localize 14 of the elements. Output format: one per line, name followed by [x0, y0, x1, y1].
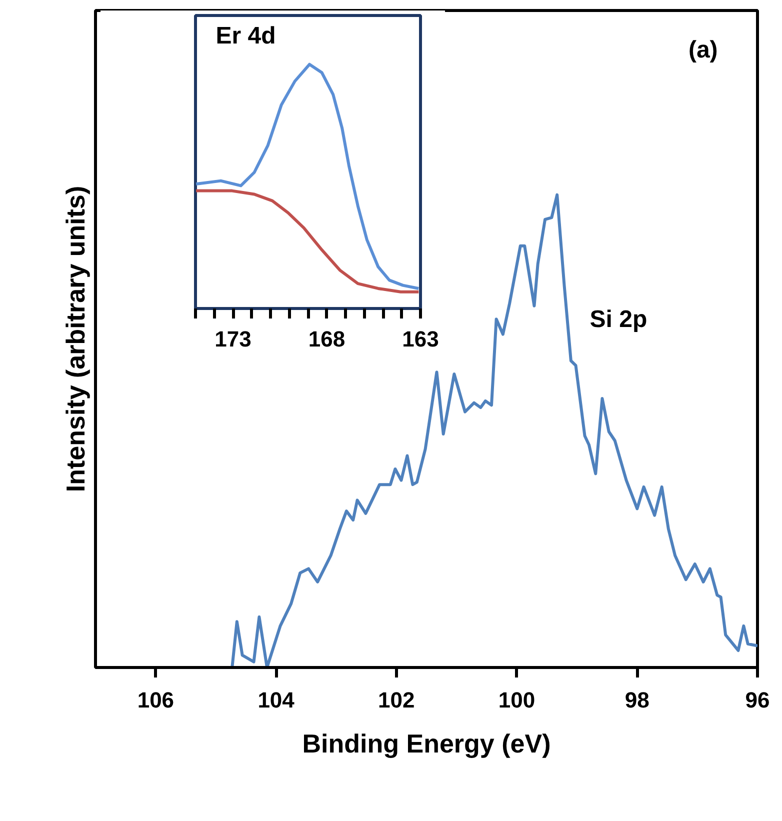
text: (a) — [688, 36, 718, 64]
x-tick-label: 173 — [214, 326, 252, 352]
x-tick-label: 104 — [258, 688, 296, 712]
x-tick-label: 96 — [745, 688, 770, 712]
chart-title: Er 4d — [216, 22, 276, 50]
y-axis-title: Intensity (arbitrary units) — [60, 186, 90, 492]
x-tick-label: 163 — [402, 326, 439, 352]
x-tick-label: 100 — [498, 688, 536, 712]
x-tick-label: 106 — [137, 688, 174, 712]
x-axis-title: Binding Energy (eV) — [302, 728, 551, 758]
x-tick-label: 168 — [308, 326, 346, 352]
x-tick-label: 98 — [624, 688, 650, 712]
annotation: Si 2p — [590, 306, 648, 333]
x-tick-label: 102 — [378, 688, 415, 712]
